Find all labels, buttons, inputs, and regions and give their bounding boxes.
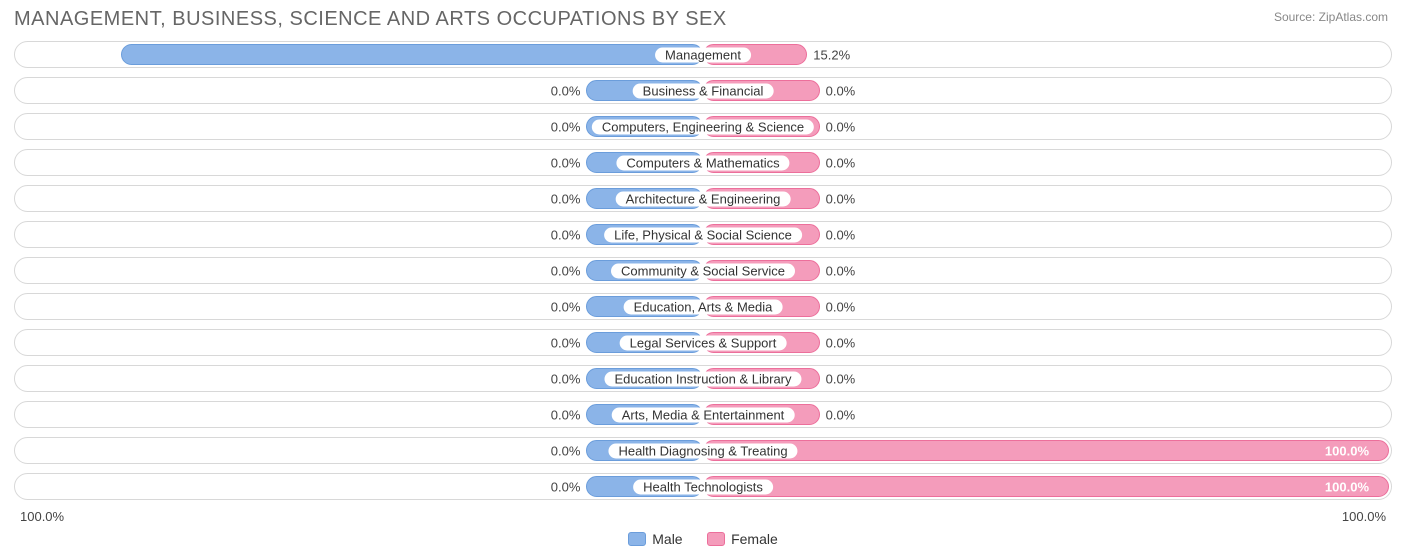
male-value-label: 0.0% [551, 191, 581, 206]
category-label: Computers, Engineering & Science [592, 119, 814, 134]
category-label: Business & Financial [633, 83, 774, 98]
male-value-label: 0.0% [551, 335, 581, 350]
male-bar [121, 44, 703, 65]
category-label: Community & Social Service [611, 263, 795, 278]
female-bar [703, 476, 1389, 497]
x-axis: 100.0% 100.0% [14, 509, 1392, 527]
chart-row: 0.0% 0.0% Legal Services & Support [14, 329, 1392, 356]
category-label: Computers & Mathematics [616, 155, 789, 170]
legend-swatch-male [628, 532, 646, 546]
category-label: Arts, Media & Entertainment [612, 407, 795, 422]
male-value-label: 0.0% [551, 299, 581, 314]
category-label: Architecture & Engineering [616, 191, 791, 206]
female-value-label: 0.0% [826, 371, 856, 386]
chart-row: 0.0% 0.0% Computers & Mathematics [14, 149, 1392, 176]
category-label: Legal Services & Support [620, 335, 787, 350]
female-value-label: 0.0% [826, 227, 856, 242]
male-value-label: 84.8% [67, 47, 104, 62]
male-value-label: 0.0% [551, 155, 581, 170]
female-bar [703, 440, 1389, 461]
category-label: Education, Arts & Media [624, 299, 783, 314]
chart-row: 84.8% 15.2% Management [14, 41, 1392, 68]
source-attribution: Source: ZipAtlas.com [1274, 10, 1388, 24]
category-label: Health Diagnosing & Treating [608, 443, 797, 458]
legend-label-male: Male [652, 531, 682, 547]
chart-row: 0.0% 0.0% Education, Arts & Media [14, 293, 1392, 320]
male-value-label: 0.0% [551, 371, 581, 386]
category-label: Management [655, 47, 751, 62]
chart-row: 0.0% 0.0% Education Instruction & Library [14, 365, 1392, 392]
female-value-label: 0.0% [826, 83, 856, 98]
male-value-label: 0.0% [551, 263, 581, 278]
chart-row: 0.0% 0.0% Arts, Media & Entertainment [14, 401, 1392, 428]
chart-row: 0.0% 0.0% Community & Social Service [14, 257, 1392, 284]
chart-rows: 84.8% 15.2% Management 0.0% 0.0% Business & F… [14, 41, 1392, 500]
female-value-label: 0.0% [826, 335, 856, 350]
chart-row: 0.0% 0.0% Life, Physical & Social Science [14, 221, 1392, 248]
female-value-label: 0.0% [826, 119, 856, 134]
chart-row: 0.0% 0.0% Architecture & Engineering [14, 185, 1392, 212]
female-value-label: 0.0% [826, 263, 856, 278]
male-value-label: 0.0% [551, 119, 581, 134]
legend-item-male: Male [628, 531, 682, 547]
chart-title: MANAGEMENT, BUSINESS, SCIENCE AND ARTS O… [14, 8, 1392, 31]
legend-item-female: Female [707, 531, 778, 547]
category-label: Life, Physical & Social Science [604, 227, 802, 242]
female-value-label: 0.0% [826, 191, 856, 206]
male-value-label: 0.0% [551, 407, 581, 422]
female-value-label: 0.0% [826, 155, 856, 170]
male-value-label: 0.0% [551, 443, 581, 458]
male-value-label: 0.0% [551, 479, 581, 494]
legend-swatch-female [707, 532, 725, 546]
chart-row: 0.0% 0.0% Computers, Engineering & Science [14, 113, 1392, 140]
chart-row: 0.0% 100.0% Health Diagnosing & Treating [14, 437, 1392, 464]
axis-right-label: 100.0% [1342, 509, 1386, 527]
female-value-label: 15.2% [813, 47, 850, 62]
legend-label-female: Female [731, 531, 778, 547]
chart-row: 0.0% 100.0% Health Technologists [14, 473, 1392, 500]
female-value-label: 100.0% [1325, 479, 1369, 494]
axis-left-label: 100.0% [20, 509, 64, 527]
chart-row: 0.0% 0.0% Business & Financial [14, 77, 1392, 104]
female-value-label: 100.0% [1325, 443, 1369, 458]
male-value-label: 0.0% [551, 83, 581, 98]
category-label: Health Technologists [633, 479, 773, 494]
female-value-label: 0.0% [826, 407, 856, 422]
chart-container: MANAGEMENT, BUSINESS, SCIENCE AND ARTS O… [0, 0, 1406, 551]
female-value-label: 0.0% [826, 299, 856, 314]
category-label: Education Instruction & Library [604, 371, 801, 386]
male-value-label: 0.0% [551, 227, 581, 242]
legend: Male Female [14, 531, 1392, 551]
